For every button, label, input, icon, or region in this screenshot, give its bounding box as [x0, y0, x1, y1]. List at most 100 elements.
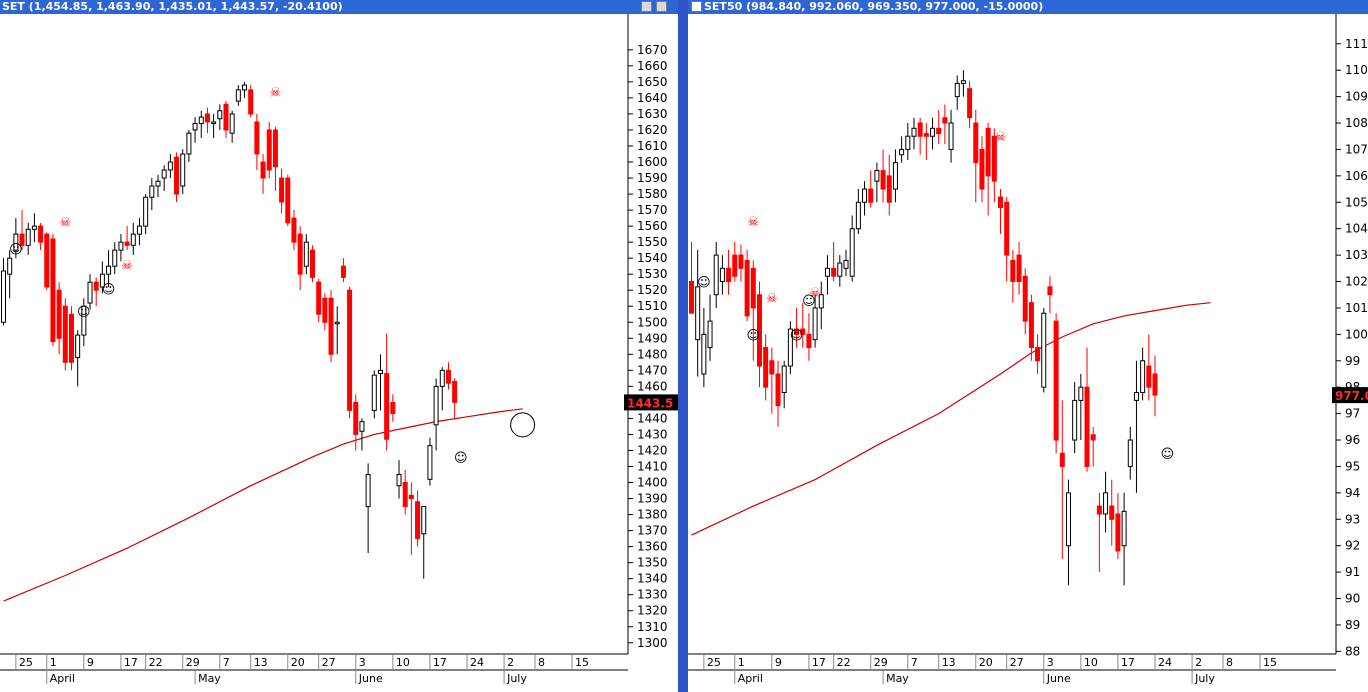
candle-body [340, 265, 346, 278]
candle-body [445, 369, 451, 384]
candle-body [930, 127, 936, 137]
candle-body [81, 305, 87, 336]
restore-window-icon[interactable] [641, 1, 652, 12]
candle-body [272, 129, 278, 168]
smiley-signal-icon: ☺ [697, 276, 711, 291]
y-tick-label: 91 [1345, 565, 1360, 579]
x-tick-label: 27 [1010, 656, 1024, 669]
skull-signal-icon: ☠ [121, 259, 133, 274]
y-tick-label: 1440 [637, 411, 668, 425]
candle-body [843, 259, 849, 269]
set-chart-panel: SET (1,454.85, 1,463.90, 1,435.01, 1,443… [0, 0, 678, 692]
candle-body [923, 133, 929, 137]
candle-body [62, 305, 68, 363]
candle-body [806, 333, 812, 349]
candle-body [371, 374, 377, 411]
y-tick-label: 1370 [637, 524, 668, 538]
y-tick-label: 108 [1345, 116, 1368, 130]
candle-body [1121, 510, 1127, 547]
y-tick-label: 110 [1345, 63, 1368, 77]
candle-body [334, 321, 340, 325]
candle-body [155, 180, 161, 187]
candle-body [347, 289, 353, 411]
candle-body [837, 262, 843, 277]
x-tick-label: 25 [19, 656, 33, 669]
y-tick-label: 1380 [637, 508, 668, 522]
candle-body [384, 373, 390, 440]
x-tick-label: 27 [322, 656, 336, 669]
x-tick-label: 25 [707, 656, 721, 669]
candle-body [396, 474, 402, 487]
y-tick-label: 111 [1345, 37, 1368, 51]
x-tick-label: 22 [837, 656, 851, 669]
candle-body [1133, 391, 1139, 401]
candle-body [1096, 505, 1102, 515]
smiley-signal-icon: ☺ [9, 243, 23, 258]
chart-menu-icon[interactable] [691, 1, 702, 12]
moving-average-line [3, 408, 523, 602]
candle-body [421, 506, 427, 535]
candle-body [1016, 254, 1022, 283]
x-tick-label: 9 [87, 656, 94, 669]
candle-body [1090, 434, 1096, 441]
candle-body [695, 286, 701, 341]
moving-average-line [691, 302, 1211, 536]
candle-body [99, 273, 105, 288]
candle-body [211, 121, 217, 124]
last-price-label: 1443.5 [627, 396, 673, 410]
set-candlestick-chart: 1300131013201330134013501360137013801390… [0, 14, 678, 692]
skull-signal-icon: ☠ [809, 286, 821, 301]
y-tick-label: 1620 [637, 123, 668, 137]
candle-body [1047, 286, 1053, 296]
candle-body [812, 307, 818, 341]
y-tick-label: 1500 [637, 315, 668, 329]
candle-body [408, 494, 414, 500]
candle-body [855, 201, 861, 230]
y-tick-label: 1410 [637, 459, 668, 473]
candle-body [732, 254, 738, 277]
y-tick-label: 1350 [637, 556, 668, 570]
candle-body [1028, 302, 1034, 349]
smiley-signal-icon: ☺ [802, 294, 816, 309]
close-window-icon[interactable] [656, 1, 667, 12]
candle-body [756, 294, 762, 367]
panel-divider[interactable] [678, 0, 688, 692]
candle-body [911, 127, 917, 137]
y-tick-label: 1650 [637, 75, 668, 89]
month-label: May [886, 672, 909, 685]
y-tick-label: 1640 [637, 91, 668, 105]
candle-body [1084, 386, 1090, 467]
candle-body [991, 135, 997, 182]
y-tick-label: 1670 [637, 43, 668, 57]
candle-body [1146, 365, 1152, 388]
candle-body [886, 175, 892, 203]
y-tick-label: 1340 [637, 572, 668, 586]
x-tick-label: 1 [738, 656, 745, 669]
y-tick-label: 105 [1345, 195, 1368, 209]
y-tick-label: 1480 [637, 347, 668, 361]
candle-body [1152, 373, 1158, 396]
y-tick-label: 1510 [637, 299, 668, 313]
set-chart-title: SET (1,454.85, 1,463.90, 1,435.01, 1,443… [2, 0, 343, 13]
candle-body [1127, 439, 1133, 467]
x-tick-label: 8 [1226, 656, 1233, 669]
candle-body [701, 333, 707, 375]
candle-body [186, 132, 192, 155]
y-tick-label: 94 [1345, 486, 1360, 500]
candle-body [1, 270, 6, 323]
x-tick-label: 15 [575, 656, 589, 669]
candle-body [763, 347, 769, 388]
candle-body [260, 161, 266, 179]
candle-body [738, 254, 744, 269]
candle-body [862, 188, 868, 203]
candle-body [106, 265, 112, 275]
y-tick-label: 107 [1345, 142, 1368, 156]
y-tick-label: 101 [1345, 301, 1368, 315]
x-tick-label: 2 [507, 656, 514, 669]
candle-body [960, 80, 966, 84]
candle-body [229, 113, 235, 134]
smiley-signal-icon: ☺ [1161, 447, 1175, 462]
candle-body [44, 233, 50, 288]
set-chart-titlebar: SET (1,454.85, 1,463.90, 1,435.01, 1,443… [0, 0, 678, 14]
y-tick-label: 103 [1345, 248, 1368, 262]
